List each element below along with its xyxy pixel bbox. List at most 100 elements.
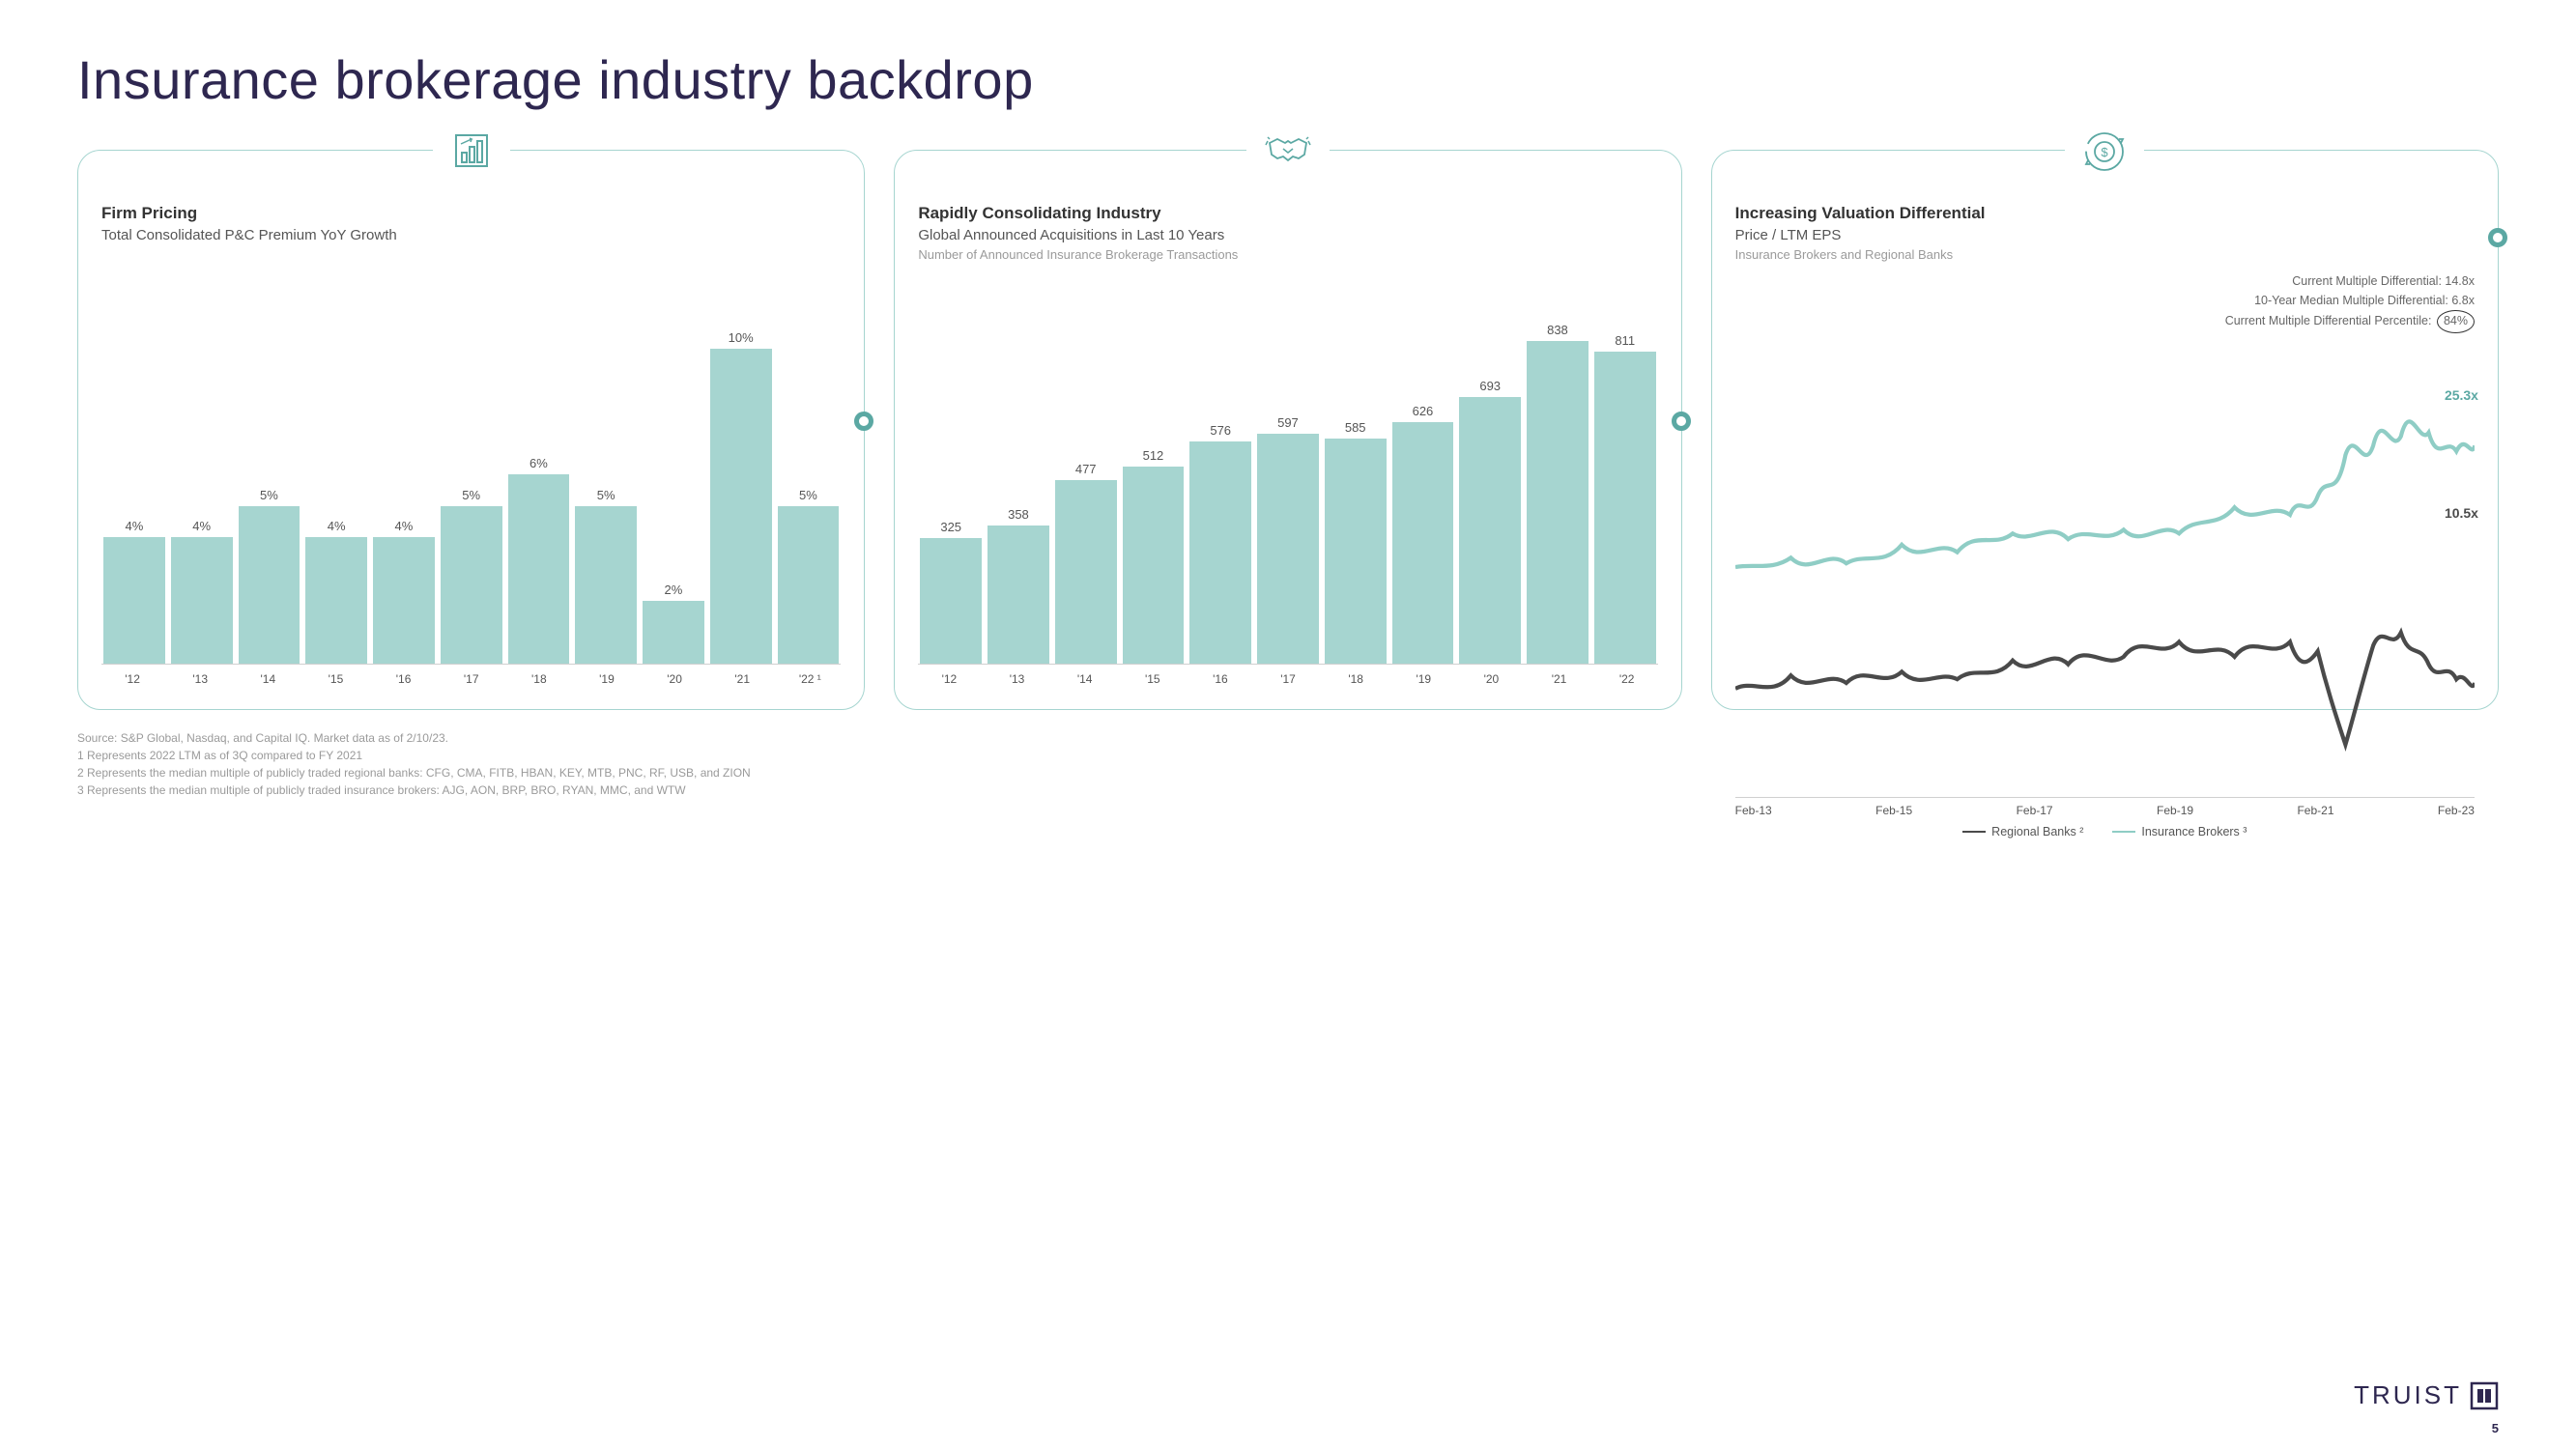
x-axis-label: '21 [711,672,773,686]
x-axis-label: '13 [986,672,1047,686]
panel3-subtitle2: Insurance Brokers and Regional Banks [1735,247,2475,262]
bar-value-label: 5% [260,488,278,502]
bar-rect [710,349,772,664]
x-axis-label: '16 [1189,672,1251,686]
x-axis-label: Feb-17 [2017,804,2053,817]
bar-value-label: 325 [940,520,961,534]
bar-rect [920,538,982,664]
page-title: Insurance brokerage industry backdrop [77,48,2499,111]
handshake-icon [1246,129,1330,177]
x-axis-label: '16 [373,672,435,686]
panel3-line-chart: 25.3x 10.5x [1735,343,2475,791]
stat-percentile: Current Multiple Differential Percentile… [1735,310,2475,333]
panel1-chart: 4%4%5%4%4%5%6%5%2%10%5% '12'13'14'15'16'… [101,247,841,686]
end-label-brokers: 25.3x [2445,387,2478,403]
bar-value-label: 626 [1413,404,1434,418]
bar-rect [1527,341,1589,664]
bar: 5% [778,317,840,664]
bar-rect [1392,422,1454,664]
x-axis-label: '13 [169,672,231,686]
x-axis-label: Feb-19 [2157,804,2193,817]
bar: 4% [171,317,233,664]
x-axis-label: '20 [1460,672,1522,686]
panel1-title: Firm Pricing [101,204,841,223]
bar: 838 [1527,317,1589,664]
x-axis-label: '21 [1528,672,1589,686]
bar: 4% [373,317,435,664]
bar-rect [1325,439,1387,664]
bar: 626 [1392,317,1454,664]
bar-rect [987,526,1049,664]
bar-rect [1257,434,1319,664]
x-axis-label: Feb-21 [2297,804,2333,817]
bar: 576 [1189,317,1251,664]
panel2-chart: 325358477512576597585626693838811 '12'13… [918,271,1657,686]
x-axis-label: '17 [441,672,502,686]
x-axis-label: '14 [237,672,299,686]
bar-rect [103,537,165,664]
bar-rect [305,537,367,664]
bar-rect [373,537,435,664]
bar: 358 [987,317,1049,664]
bar: 5% [575,317,637,664]
stat-median-diff: 10-Year Median Multiple Differential: 6.… [1735,291,2475,310]
bar-value-label: 2% [664,582,682,597]
x-axis-label: '19 [1392,672,1454,686]
bar: 585 [1325,317,1387,664]
bar: 10% [710,317,772,664]
x-axis-label: Feb-23 [2438,804,2475,817]
x-axis-label: '22 ¹ [779,672,841,686]
x-axis-label: '22 [1596,672,1658,686]
bar-value-label: 10% [729,330,754,345]
panel-firm-pricing: Firm Pricing Total Consolidated P&C Prem… [77,150,865,710]
x-axis-label: '18 [508,672,570,686]
x-axis-label: '15 [1122,672,1184,686]
bar: 4% [103,317,165,664]
bar-rect [778,506,840,664]
bar: 693 [1459,317,1521,664]
bar-rect [1123,467,1185,664]
panel3-x-axis: Feb-13Feb-15Feb-17Feb-19Feb-21Feb-23 [1735,797,2475,817]
bar: 597 [1257,317,1319,664]
panel-consolidating: Rapidly Consolidating Industry Global An… [894,150,1681,710]
bar-rect [441,506,502,664]
bar-rect [508,474,570,664]
bar: 6% [508,317,570,664]
bar: 477 [1055,317,1117,664]
panel-cap-icon [854,412,873,431]
bar-rect [171,537,233,664]
bar-chart-icon [433,129,510,177]
bar-value-label: 6% [530,456,548,470]
bar-value-label: 477 [1075,462,1097,476]
bar-value-label: 5% [597,488,615,502]
bar: 811 [1594,317,1656,664]
panel-cap-icon [1672,412,1691,431]
stat-current-diff: Current Multiple Differential: 14.8x [1735,271,2475,291]
bar: 512 [1123,317,1185,664]
bar: 2% [643,317,704,664]
bar: 325 [920,317,982,664]
bar-value-label: 838 [1547,323,1568,337]
brand-logo: TRUIST [2354,1380,2499,1410]
panel-valuation: $ Increasing Valuation Differential Pric… [1711,150,2499,710]
bar-value-label: 4% [125,519,143,533]
x-axis-label: '17 [1257,672,1319,686]
bar-rect [1055,480,1117,664]
panel-cap-icon [2488,228,2507,247]
bar-value-label: 4% [394,519,413,533]
page-number: 5 [2492,1421,2499,1435]
panel2-subtitle2: Number of Announced Insurance Brokerage … [918,247,1657,262]
panel3-legend: Regional Banks ² Insurance Brokers ³ [1735,825,2475,838]
bar-value-label: 358 [1008,507,1029,522]
bar-rect [1189,441,1251,664]
bar-value-label: 5% [462,488,480,502]
dollar-cycle-icon: $ [2065,129,2144,179]
bar-value-label: 597 [1277,415,1299,430]
x-axis-label: '15 [304,672,366,686]
bar-value-label: 512 [1143,448,1164,463]
x-axis-label: '19 [576,672,638,686]
bar-value-label: 4% [328,519,346,533]
bar-value-label: 693 [1479,379,1501,393]
panel3-stats: Current Multiple Differential: 14.8x 10-… [1735,271,2475,333]
legend-regional: Regional Banks ² [1962,825,2083,838]
